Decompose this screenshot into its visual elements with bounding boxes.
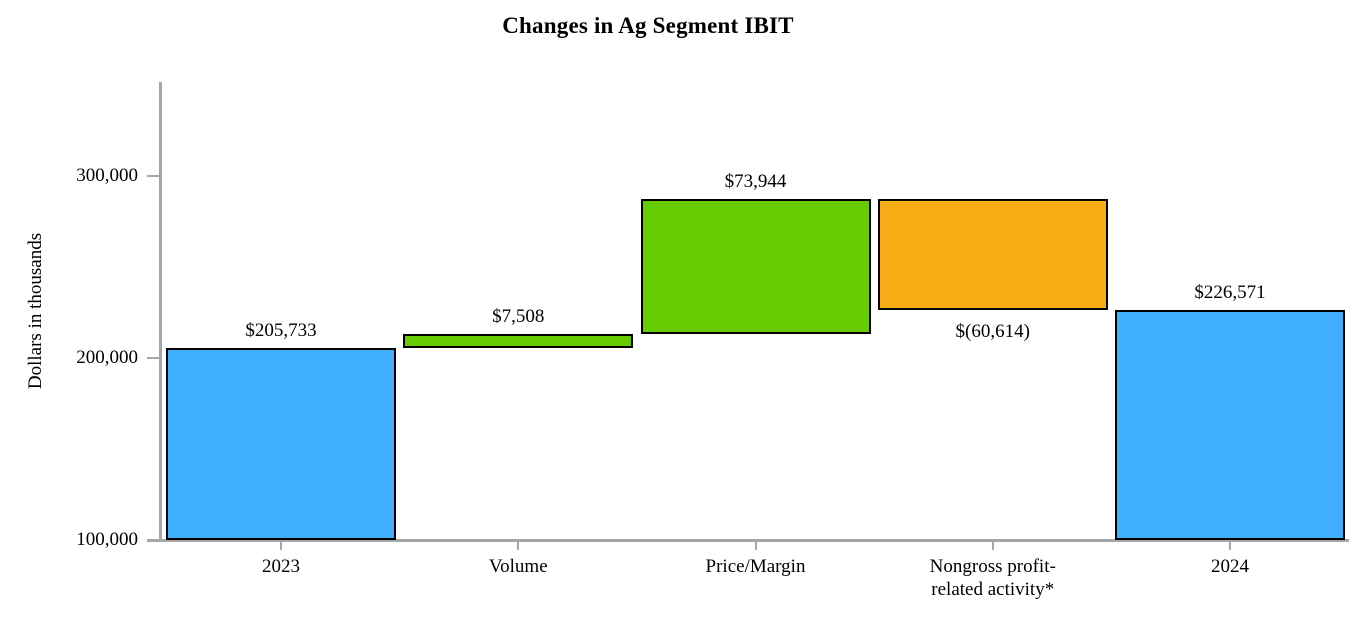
- chart-title: Changes in Ag Segment IBIT: [502, 13, 794, 38]
- y-axis-tick: [147, 539, 159, 541]
- bar-value-label-nongross-profit-related-activity: $(60,614): [955, 320, 1030, 342]
- x-axis-tick: [991, 541, 994, 550]
- y-axis-tick: [147, 357, 159, 359]
- x-category-label-2024: 2024: [1211, 556, 1249, 577]
- bar-value-label-2023: $205,733: [245, 319, 317, 341]
- bar-2024: [1115, 309, 1345, 540]
- x-category-label-price-margin: Price/Margin: [705, 556, 806, 577]
- bar-nongross-profit-related-activity: [877, 199, 1108, 310]
- y-tick-label: 100,000: [76, 529, 138, 550]
- bar-value-label-2024: $226,571: [1194, 281, 1266, 303]
- x-category-label-2023: 2023: [262, 556, 300, 577]
- x-axis-line: [147, 539, 1349, 542]
- y-axis-line: [159, 82, 162, 542]
- y-tick-label: 200,000: [76, 347, 138, 368]
- x-axis-tick: [754, 541, 757, 550]
- y-tick-label: 300,000: [76, 165, 138, 186]
- bar-volume: [403, 333, 634, 348]
- y-axis-tick: [147, 175, 159, 177]
- bar-value-label-price-margin: $73,944: [724, 171, 787, 193]
- x-category-label-nongross-profit-related-activity: Nongross profit- related activity*: [929, 556, 1056, 600]
- x-axis-tick: [1229, 541, 1231, 550]
- x-category-label-volume: Volume: [488, 556, 548, 577]
- bar-2023: [166, 347, 396, 540]
- bar-value-label-volume: $7,508: [492, 305, 545, 327]
- bar-price-margin: [640, 199, 871, 334]
- x-axis-tick: [280, 541, 282, 550]
- x-axis-tick: [517, 541, 520, 550]
